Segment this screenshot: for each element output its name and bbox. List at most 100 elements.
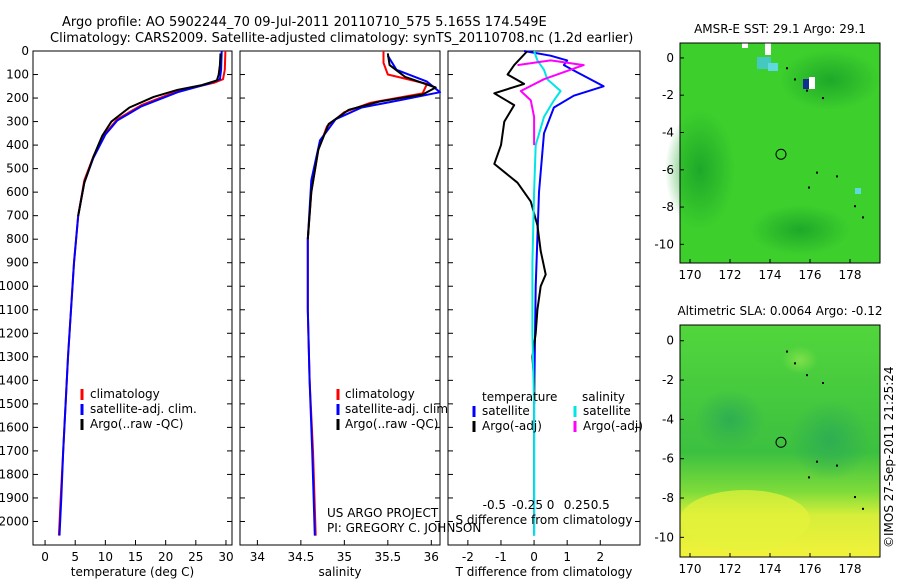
- map-x-tick-label: 178: [839, 268, 862, 282]
- y-tick-label: 0: [21, 44, 29, 58]
- plot-frame: [32, 50, 233, 546]
- map-x-tick-label: 176: [799, 562, 822, 576]
- map-x-tick-label: 172: [719, 562, 742, 576]
- series-line: [306, 55, 441, 536]
- x-tick-label: 36: [424, 550, 439, 564]
- y-tick-label: 1200: [0, 326, 29, 340]
- salinity-panel: 34 34.5 35 35.5 36 salinity climatologysatelli…: [239, 50, 452, 579]
- side-stamp: ©IMOS 27-Sep-2011 21:25:24: [882, 366, 896, 548]
- sla-map-background: [680, 325, 880, 557]
- map-x-tick-label: 176: [799, 268, 822, 282]
- x-tick-label: 0: [530, 550, 538, 564]
- sst-map-background: [665, 43, 880, 263]
- y-tick-label: 300: [6, 115, 29, 129]
- island-speck: [786, 350, 788, 353]
- x-top-tick-label: 0: [547, 498, 555, 512]
- figure-title-line2: Climatology: CARS2009. Satellite-adjuste…: [50, 31, 633, 46]
- legend-label: Argo(..raw -QC): [90, 417, 183, 431]
- y-tick-label: 600: [6, 185, 29, 199]
- island-speck: [794, 78, 796, 81]
- legend-header-salinity: salinity: [582, 390, 625, 404]
- x-top-axis-label: S difference from climatology: [456, 513, 633, 527]
- series-line: [77, 53, 222, 216]
- legend-label: satellite-adj. clim.: [90, 402, 197, 416]
- difference-panel: -2 -1 0 1 2T difference from climatology -0.5…: [447, 50, 643, 579]
- series-line: [493, 50, 547, 404]
- plot-frame: [447, 50, 641, 546]
- x-top-tick-label: -0.5: [483, 498, 506, 512]
- island-speck: [862, 507, 864, 510]
- x-tick-label: -2: [462, 550, 474, 564]
- map-x-tick-label: 170: [679, 562, 702, 576]
- x-axis-label: T difference from climatology: [455, 565, 633, 579]
- map-y-tick-label: -8: [662, 491, 674, 505]
- island-speck: [806, 89, 808, 92]
- legend-label: Argo(..raw -QC): [345, 417, 438, 431]
- y-tick-label: 1000: [0, 279, 29, 293]
- y-tick-label: 1300: [0, 350, 29, 364]
- map-y-tick-label: 0: [666, 334, 674, 348]
- x-tick-label: 34.5: [288, 550, 315, 564]
- x-tick-label: 1: [563, 550, 571, 564]
- x-tick-label: 34: [250, 550, 265, 564]
- map-y-tick-label: -6: [662, 163, 674, 177]
- x-axis-label: salinity: [318, 565, 361, 579]
- series-line: [523, 50, 605, 536]
- island-speck: [822, 382, 824, 385]
- y-tick-label: 1900: [0, 491, 29, 505]
- island-speck: [854, 205, 856, 208]
- x-tick-label: -1: [495, 550, 507, 564]
- credit-pi: PI: GREGORY C. JOHNSON: [327, 521, 481, 535]
- sla-map-panel: Altimetric SLA: 0.0064 Argo: -0.12 170 172…: [654, 304, 882, 576]
- y-tick-label: 1500: [0, 397, 29, 411]
- island-speck: [808, 186, 810, 189]
- island-speck: [836, 175, 838, 178]
- y-tick-label: 2000: [0, 514, 29, 528]
- legend-label: climatology: [345, 387, 415, 401]
- sst-map-panel: AMSR-E SST: 29.1 Argo: 29.1 170 172 174 176 1…: [654, 22, 881, 282]
- island-speck: [862, 216, 864, 219]
- legend-header-temperature: temperature: [482, 390, 557, 404]
- legend-label: satellite: [482, 404, 530, 418]
- island-speck: [808, 476, 810, 479]
- x-tick-label: 5: [71, 550, 79, 564]
- x-top-tick-label: 0.5: [591, 498, 610, 512]
- island-speck: [816, 460, 818, 463]
- figure-title-line1: Argo profile: AO 5902244_70 09-Jul-2011 …: [62, 15, 547, 30]
- map-x-tick-label: 178: [839, 562, 862, 576]
- island-speck: [836, 464, 838, 467]
- island-speck: [822, 97, 824, 100]
- map-frame: [679, 324, 881, 558]
- plot-frame: [239, 50, 441, 546]
- map-title: AMSR-E SST: 29.1 Argo: 29.1: [694, 22, 866, 36]
- y-tick-label: 500: [6, 162, 29, 176]
- map-frame: [679, 42, 881, 264]
- map-y-tick-label: -10: [654, 530, 674, 544]
- y-tick-label: 1100: [0, 303, 29, 317]
- argo-location-marker: [775, 436, 787, 448]
- x-top-tick-label: 0.25: [564, 498, 591, 512]
- x-tick-label: 35: [337, 550, 352, 564]
- map-y-tick-label: -2: [662, 373, 674, 387]
- map-x-tick-label: 174: [759, 268, 782, 282]
- y-tick-label: 800: [6, 232, 29, 246]
- x-tick-label: 0: [41, 550, 49, 564]
- x-top-tick-label: -0.25: [512, 498, 543, 512]
- legend-label: Argo(-adj): [482, 419, 542, 433]
- legend-label: satellite-adj. clim.: [345, 402, 452, 416]
- temperature-panel: 0 5 10 15 20 25 300100200300400500600700800900…: [0, 44, 234, 579]
- y-tick-label: 1600: [0, 420, 29, 434]
- x-tick-label: 20: [158, 550, 173, 564]
- series-line: [517, 59, 585, 146]
- y-tick-label: 1400: [0, 373, 29, 387]
- y-tick-label: 700: [6, 209, 29, 223]
- x-tick-label: 15: [128, 550, 143, 564]
- island-speck: [806, 374, 808, 377]
- island-speck: [854, 496, 856, 499]
- island-speck: [786, 67, 788, 70]
- map-y-tick-label: -2: [662, 88, 674, 102]
- island-speck: [794, 362, 796, 365]
- map-y-tick-label: -8: [662, 200, 674, 214]
- x-tick-label: 25: [188, 550, 203, 564]
